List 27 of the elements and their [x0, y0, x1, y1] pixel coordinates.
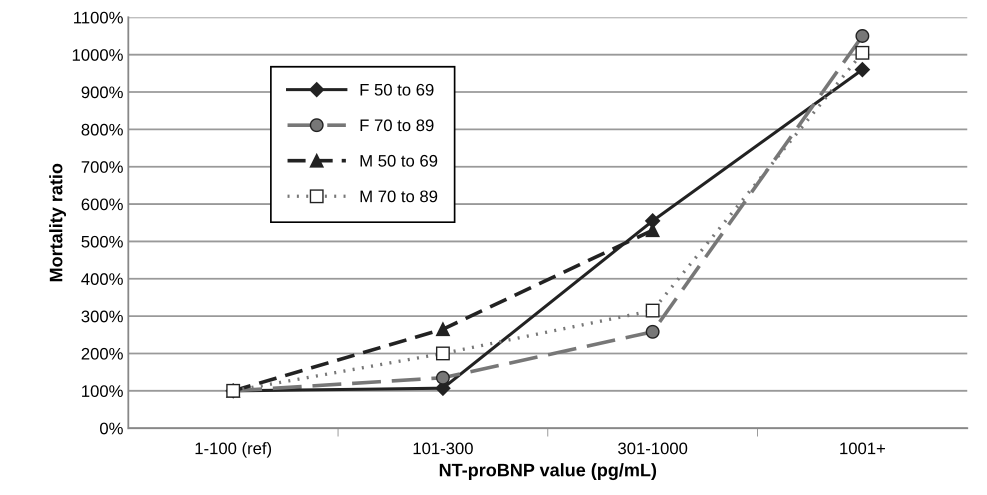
point: [855, 29, 870, 43]
legend-label: F 70 to 89: [360, 119, 434, 132]
y-tick-label: 400%: [81, 273, 123, 285]
y-tick-label: 200%: [82, 348, 123, 360]
x-tick-label: 1001+: [840, 442, 885, 454]
legend-label: M 70 to 89: [360, 190, 438, 202]
y-tick-label: 1100%: [74, 12, 123, 24]
x-tick-label: 301-1000: [618, 442, 688, 454]
y-axis-title: Mortality ratio: [49, 164, 66, 282]
point: [436, 322, 450, 336]
y-tick-label: 800%: [82, 124, 123, 136]
point: [854, 62, 870, 78]
y-tick-label: 100%: [82, 385, 123, 398]
y-tick-label: 900%: [82, 86, 123, 98]
y-tick-label: 700%: [82, 161, 123, 173]
y-tick-label: 1000%: [72, 49, 123, 61]
y-tick-label: 500%: [81, 236, 123, 248]
y-tick-label: 300%: [81, 310, 123, 322]
x-axis-title: NT-proBNP value (pg/mL): [440, 463, 656, 480]
legend-label: M 50 to 69: [360, 154, 438, 167]
point: [646, 324, 660, 339]
point: [436, 370, 450, 385]
x-tick-label: 1-100 (ref): [196, 442, 272, 458]
y-tick-label: 0%: [100, 422, 123, 434]
y-tick-label: 600%: [82, 198, 123, 210]
legend-label: F 50 to 69: [360, 84, 434, 96]
x-tick-label: 101-300: [414, 442, 473, 454]
